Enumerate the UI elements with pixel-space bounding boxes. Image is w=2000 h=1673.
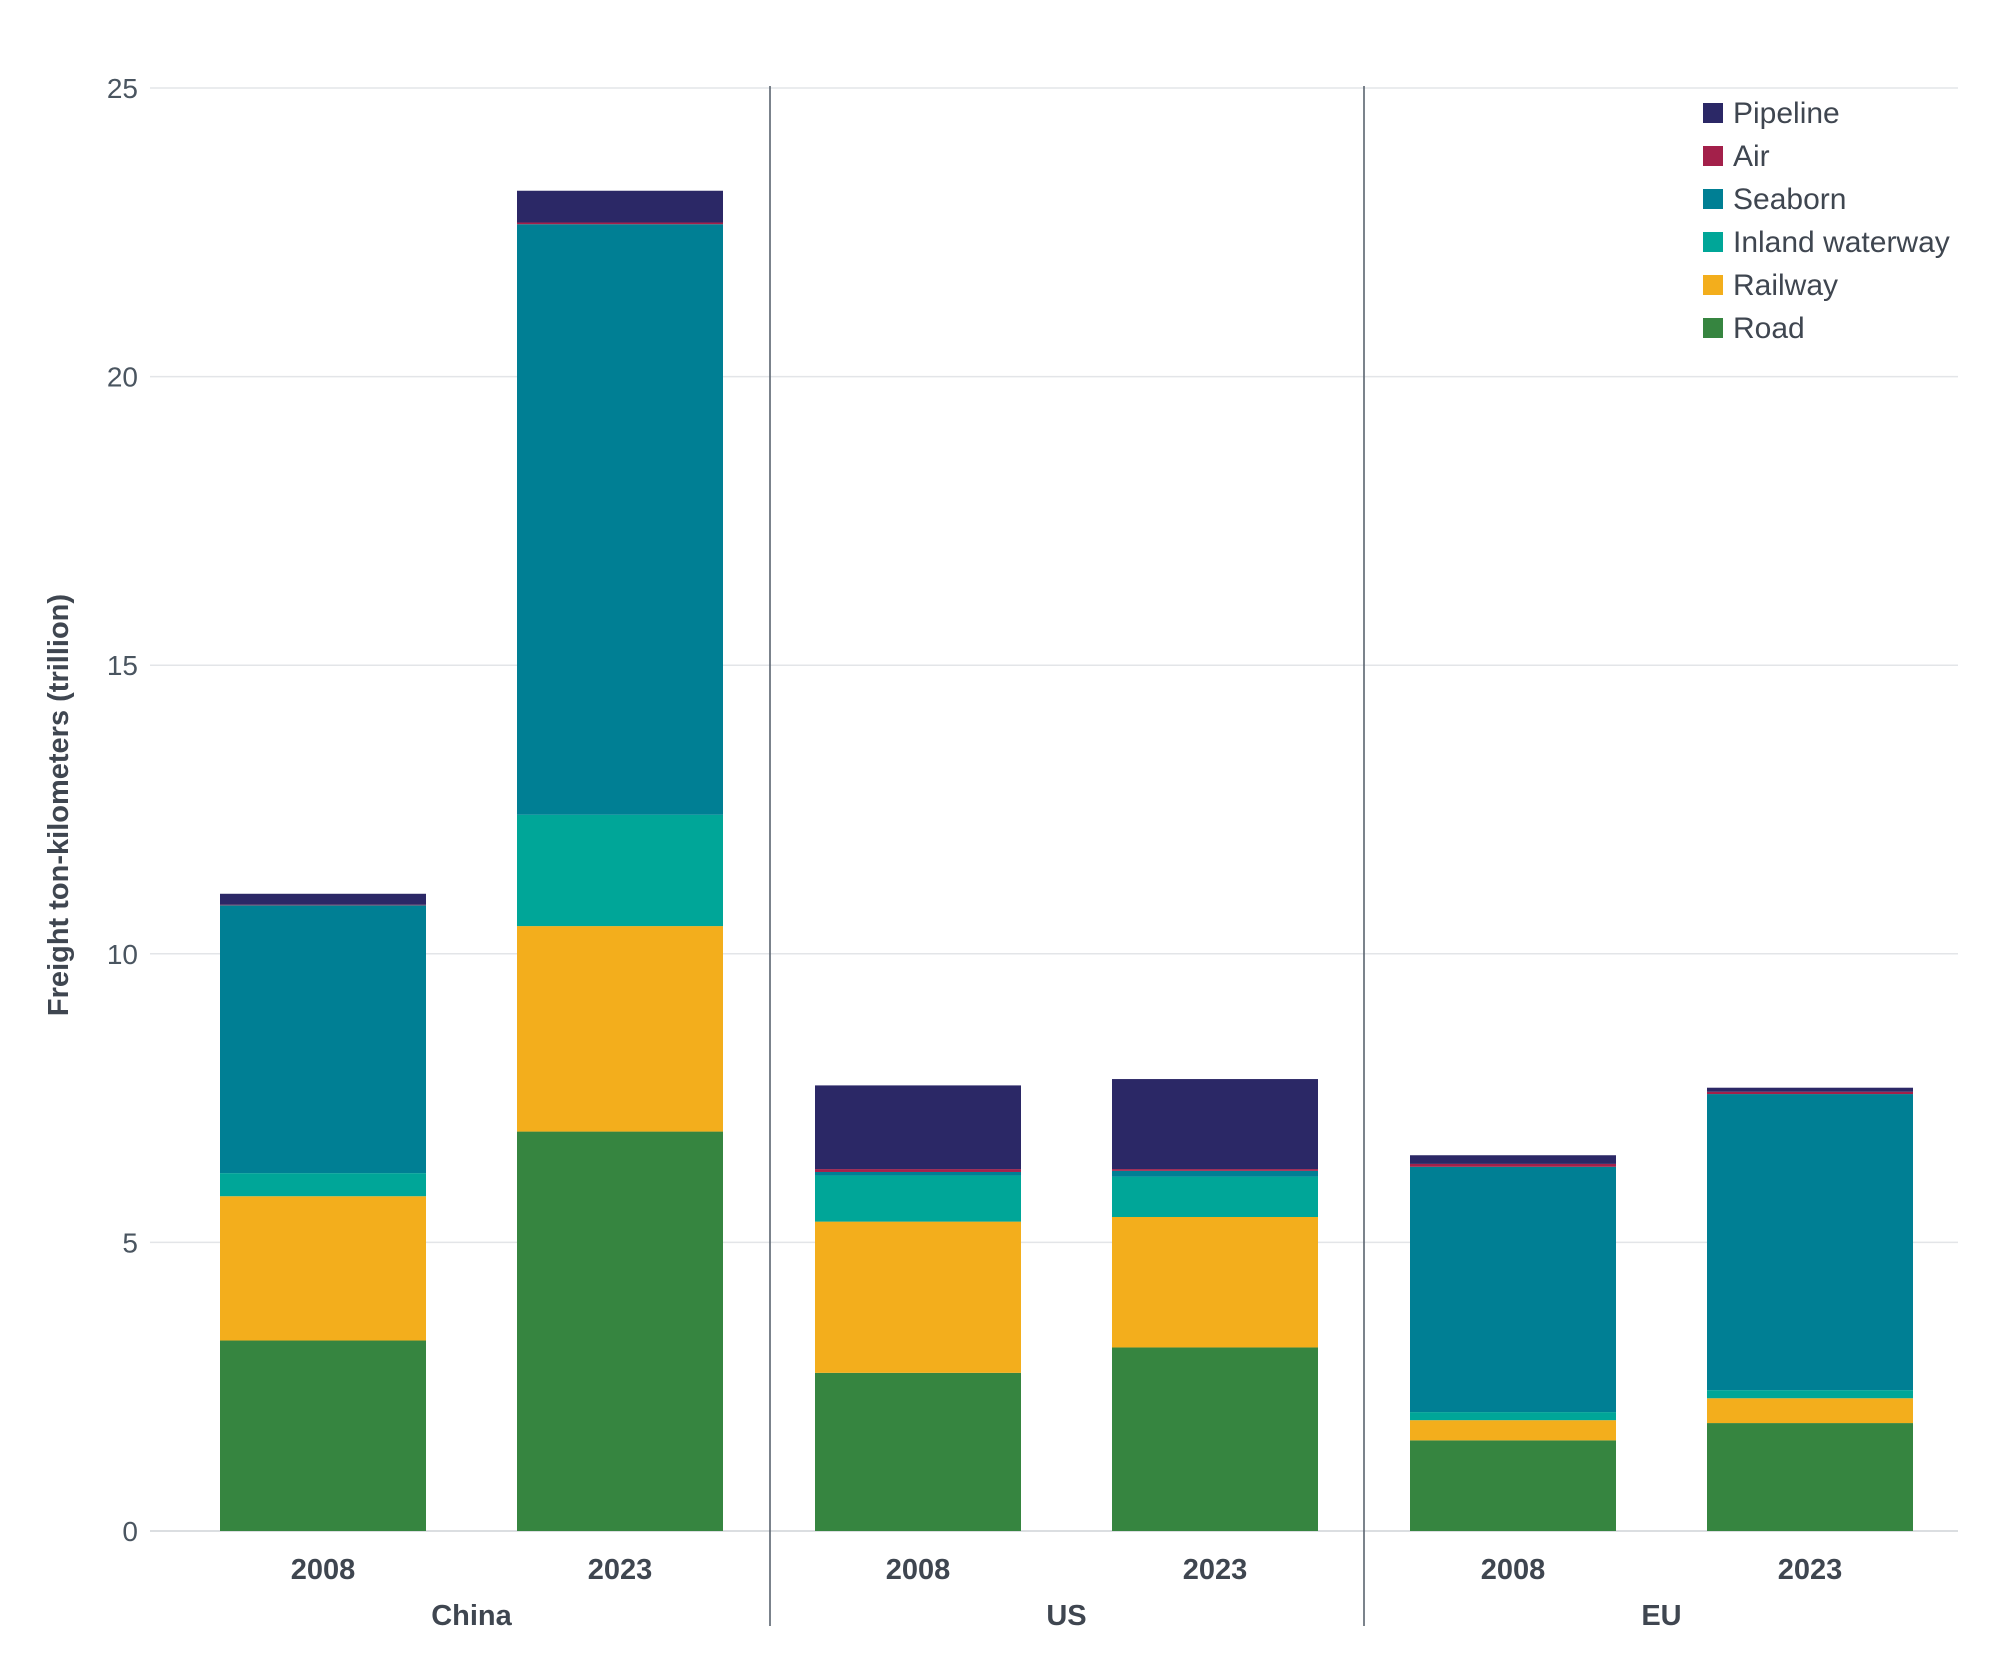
bar-segment-air xyxy=(1707,1091,1913,1095)
x-group-label: China xyxy=(431,1600,512,1632)
legend-swatch xyxy=(1703,103,1723,123)
legend-swatch xyxy=(1703,189,1723,209)
legend-swatch xyxy=(1703,232,1723,252)
bar-segment-road xyxy=(815,1372,1021,1531)
bar-segment-road xyxy=(220,1340,426,1531)
x-category-label: 2023 xyxy=(588,1554,653,1586)
bar-segment-seaborn xyxy=(1707,1094,1913,1391)
y-tick-label: 25 xyxy=(107,73,138,104)
legend-label: Railway xyxy=(1733,269,1838,302)
bar-segment-road xyxy=(1410,1440,1616,1531)
bar-segment-road xyxy=(517,1131,723,1531)
bar-segment-railway xyxy=(1707,1398,1913,1424)
bar-segment-inland-waterway xyxy=(1410,1412,1616,1421)
bar-segment-pipeline xyxy=(517,190,723,223)
bar-segment-railway xyxy=(517,926,723,1132)
bar-segment-seaborn xyxy=(1410,1166,1616,1413)
x-category-label: 2023 xyxy=(1183,1554,1248,1586)
group-dividers xyxy=(769,86,1365,1626)
bar-segment-seaborn xyxy=(1112,1170,1318,1177)
bar-segment-air xyxy=(1112,1169,1318,1171)
bar-segment-railway xyxy=(815,1221,1021,1373)
bar-segment-seaborn xyxy=(517,224,723,815)
legend: Pipeline Air Seaborn Inland waterway Railway… xyxy=(1703,97,1950,345)
y-tick-label: 20 xyxy=(107,362,138,393)
bar-segment-inland-waterway xyxy=(815,1175,1021,1222)
bar-segment-inland-waterway xyxy=(1112,1176,1318,1218)
legend-label: Pipeline xyxy=(1733,97,1840,130)
x-category-label: 2023 xyxy=(1778,1554,1843,1586)
legend-swatch xyxy=(1703,146,1723,166)
bar-segment-seaborn xyxy=(815,1171,1021,1176)
bar-segment-road xyxy=(1707,1423,1913,1531)
bar-segment-inland-waterway xyxy=(1707,1390,1913,1399)
x-category-label: 2008 xyxy=(886,1554,951,1586)
bar-segment-pipeline xyxy=(220,893,426,905)
y-tick-label: 5 xyxy=(122,1227,138,1258)
y-tick-label: 15 xyxy=(107,650,138,681)
bar-segment-air xyxy=(815,1169,1021,1172)
bar-segment-air xyxy=(517,222,723,225)
bar-segment-air xyxy=(1410,1163,1616,1167)
bar-segment-inland-waterway xyxy=(220,1173,426,1197)
legend-label: Road xyxy=(1733,312,1805,345)
bars xyxy=(220,190,1913,1531)
bar-segment-pipeline xyxy=(1410,1155,1616,1164)
legend-label: Seaborn xyxy=(1733,183,1846,216)
y-axis-ticks: 0 5 10 15 20 25 xyxy=(107,73,138,1547)
bar-segment-railway xyxy=(1112,1217,1318,1348)
y-tick-label: 10 xyxy=(107,939,138,970)
legend-label: Inland waterway xyxy=(1733,226,1950,259)
x-group-label: EU xyxy=(1641,1600,1681,1632)
x-category-label: 2008 xyxy=(291,1554,356,1586)
bar-segment-pipeline xyxy=(1112,1079,1318,1170)
bar-segment-air xyxy=(220,904,426,906)
x-category-label: 2008 xyxy=(1481,1554,1546,1586)
bar-segment-road xyxy=(1112,1347,1318,1531)
legend-swatch xyxy=(1703,318,1723,338)
bar-segment-pipeline xyxy=(815,1085,1021,1170)
y-axis-title: Freight ton-kilometers (trillion) xyxy=(43,594,75,1016)
gridlines xyxy=(150,87,1958,1532)
bar-segment-inland-waterway xyxy=(517,814,723,927)
bar-segment-seaborn xyxy=(220,905,426,1174)
y-tick-label: 0 xyxy=(122,1516,138,1547)
x-group-label: US xyxy=(1046,1600,1086,1632)
legend-swatch xyxy=(1703,275,1723,295)
x-axis-categories: 2008 2023 China 2008 2023 US 2008 2023 EU xyxy=(291,1554,1843,1632)
bar-segment-railway xyxy=(1410,1420,1616,1441)
bar-segment-railway xyxy=(220,1196,426,1341)
bar-segment-pipeline xyxy=(1707,1087,1913,1092)
legend-label: Air xyxy=(1733,140,1770,173)
